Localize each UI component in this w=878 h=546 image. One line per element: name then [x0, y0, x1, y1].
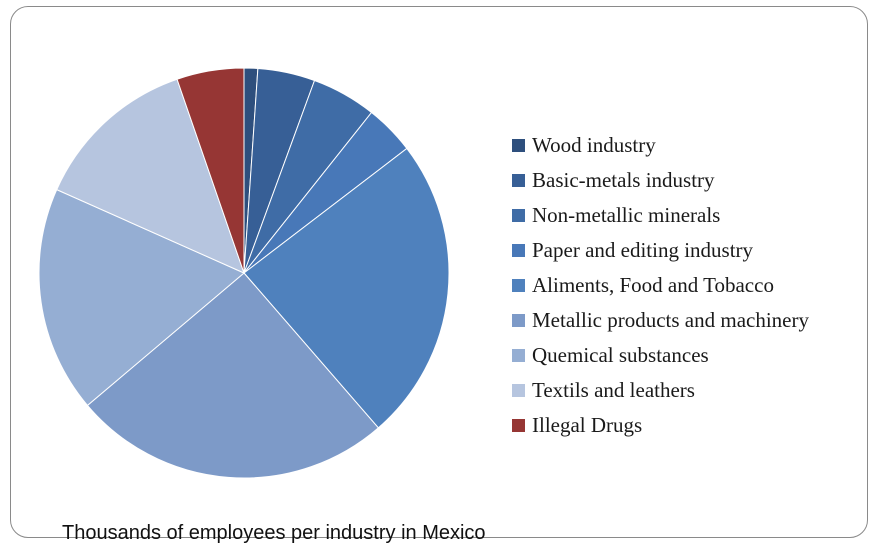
legend-item: Basic-metals industry — [512, 163, 809, 198]
legend-swatch — [512, 139, 525, 152]
legend-swatch — [512, 314, 525, 327]
legend-swatch — [512, 419, 525, 432]
legend-swatch — [512, 244, 525, 257]
legend-item: Wood industry — [512, 128, 809, 163]
chart-caption: Thousands of employees per industry in M… — [62, 522, 486, 545]
legend-swatch — [512, 209, 525, 222]
legend-label: Metallic products and machinery — [532, 308, 809, 333]
legend-swatch — [512, 279, 525, 292]
legend-label: Illegal Drugs — [532, 413, 642, 438]
legend-label: Paper and editing industry — [532, 238, 753, 263]
chart-legend: Wood industry Basic-metals industry Non-me… — [512, 128, 809, 443]
legend-label: Non-metallic minerals — [532, 203, 720, 228]
legend-item: Textils and leathers — [512, 373, 809, 408]
legend-item: Non-metallic minerals — [512, 198, 809, 233]
legend-item: Metallic products and machinery — [512, 303, 809, 338]
legend-item: Paper and editing industry — [512, 233, 809, 268]
pie-slices — [39, 68, 449, 478]
legend-label: Textils and leathers — [532, 378, 695, 403]
legend-swatch — [512, 174, 525, 187]
legend-label: Wood industry — [532, 133, 656, 158]
legend-item: Aliments, Food and Tobacco — [512, 268, 809, 303]
legend-label: Aliments, Food and Tobacco — [532, 273, 774, 298]
legend-label: Quemical substances — [532, 343, 709, 368]
legend-item: Quemical substances — [512, 338, 809, 373]
legend-label: Basic-metals industry — [532, 168, 715, 193]
legend-swatch — [512, 384, 525, 397]
legend-item: Illegal Drugs — [512, 408, 809, 443]
legend-swatch — [512, 349, 525, 362]
